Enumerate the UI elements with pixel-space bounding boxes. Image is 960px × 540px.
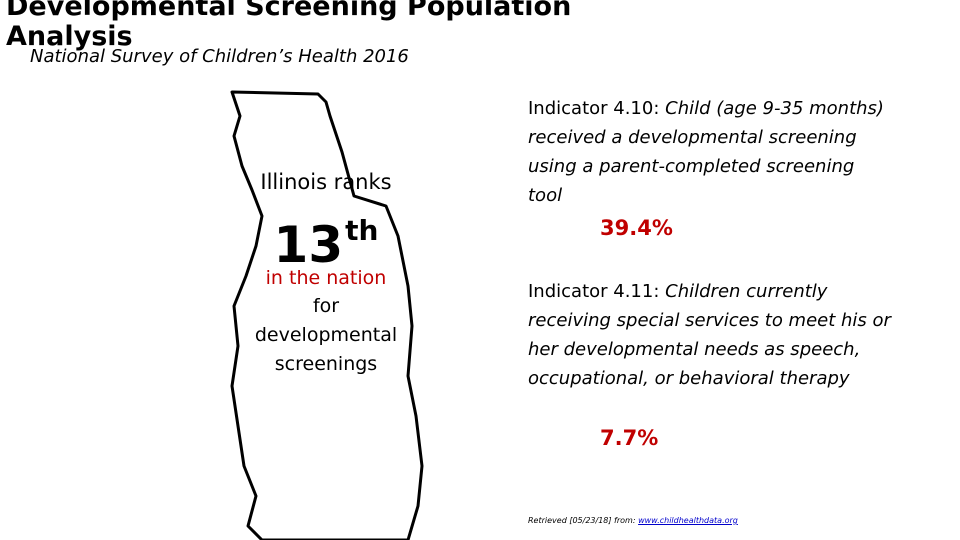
indicator-4-10-description: Child (age 9-35 months) received a devel…	[528, 98, 884, 206]
rank-topic-text: developmental	[254, 324, 398, 346]
source-prefix: Retrieved [05/23/18] from:	[528, 516, 639, 525]
indicator-4-11-name: Indicator 4.11:	[528, 281, 660, 302]
rank-nation-text: in the nation	[265, 267, 387, 289]
rank-topic-text-2: screenings	[274, 353, 378, 375]
indicator-4-10-value: 39.4%	[600, 216, 673, 240]
source-link[interactable]: www.childhealthdata.org	[638, 516, 738, 525]
rank-topic: for developmental screenings	[236, 292, 416, 379]
indicator-4-11: Indicator 4.11: Children currently recei…	[528, 277, 893, 393]
page-title: Developmental Screening Population Analy…	[6, 0, 572, 52]
rank-number: 13th	[236, 196, 416, 280]
indicator-4-11-description: Children currently receiving special ser…	[528, 281, 891, 389]
rank-label: Illinois ranks	[260, 170, 392, 194]
indicator-4-10: Indicator 4.10: Child (age 9-35 months) …	[528, 94, 893, 210]
illinois-map-outline	[230, 90, 424, 540]
source-citation: Retrieved [05/23/18] from: www.childheal…	[528, 515, 738, 527]
rank-number-value: 13	[273, 216, 344, 274]
indicator-4-11-value: 7.7%	[600, 426, 659, 450]
page-subtitle: National Survey of Children’s Health 201…	[30, 46, 409, 67]
rank-for-text: for	[312, 295, 340, 317]
rank-number-suffix: th	[345, 214, 379, 247]
indicator-4-10-name: Indicator 4.10:	[528, 98, 660, 119]
